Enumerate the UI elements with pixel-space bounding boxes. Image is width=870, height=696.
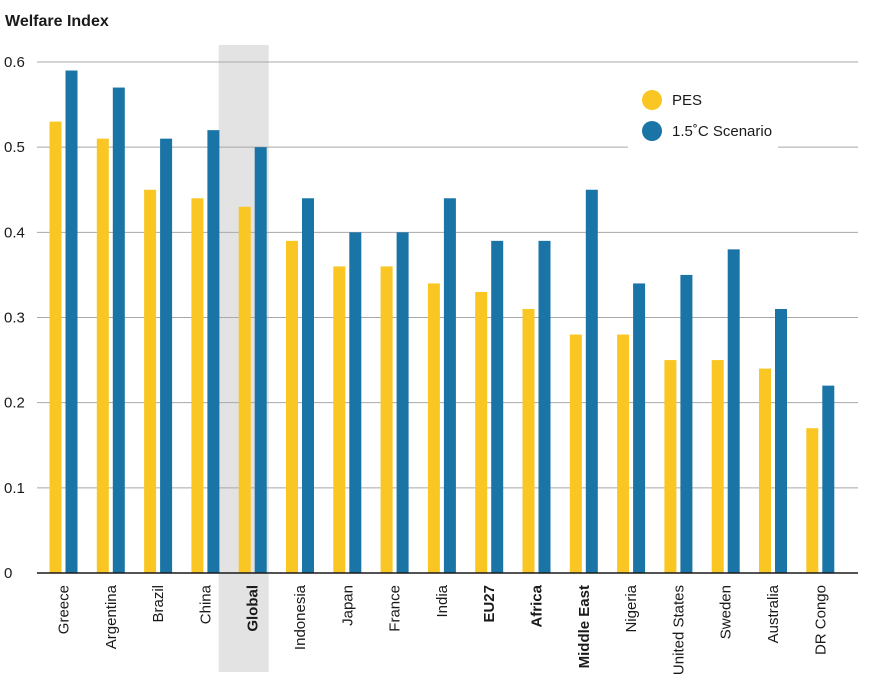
y-tick-label: 0.2 [4, 395, 25, 412]
chart-title: Welfare Index [5, 13, 109, 30]
bar-pes-china [191, 198, 204, 573]
x-tick-label: Brazil [150, 585, 167, 623]
bar-scenario-china [207, 130, 220, 573]
legend-label: 1.5˚C Scenario [672, 123, 772, 140]
bar-scenario-africa [538, 240, 551, 573]
bars [49, 70, 835, 574]
x-tick-label: DR Congo [812, 585, 829, 655]
bar-pes-global [238, 206, 251, 574]
bar-pes-united-states [664, 360, 677, 573]
x-tick-label: Australia [765, 584, 782, 643]
bar-pes-eu27 [475, 291, 488, 573]
bar-scenario-japan [349, 232, 362, 574]
legend-swatch [642, 90, 662, 110]
x-tick-label: Middle East [576, 585, 593, 668]
bar-scenario-argentina [112, 87, 125, 574]
bar-pes-middle-east [569, 334, 582, 573]
x-tick-label: Nigeria [623, 584, 640, 632]
bar-pes-greece [49, 121, 62, 573]
bar-pes-africa [522, 308, 535, 573]
x-tick-label: China [197, 584, 214, 624]
legend: PES 1.5˚C Scenario [628, 78, 778, 150]
bar-scenario-indonesia [302, 198, 314, 573]
x-tick-label: Japan [339, 585, 356, 626]
bar-scenario-global [254, 147, 267, 573]
bar-scenario-india [443, 198, 456, 573]
bar-scenario-united-states [680, 274, 693, 573]
x-tick-label: EU27 [481, 585, 498, 623]
bar-scenario-nigeria [633, 283, 646, 573]
bar-pes-france [380, 266, 393, 573]
bar-pes-dr-congo [806, 428, 819, 573]
bar-pes-nigeria [617, 334, 630, 573]
bar-scenario-brazil [160, 138, 173, 573]
bar-pes-brazil [144, 189, 157, 573]
bar-scenario-sweden [727, 249, 740, 573]
bar-pes-india [427, 283, 440, 573]
bar-scenario-greece [65, 70, 78, 574]
x-tick-label: Argentina [103, 584, 120, 649]
bar-scenario-eu27 [491, 240, 504, 573]
x-tick-label: Sweden [718, 585, 735, 639]
y-tick-labels: 0 0.1 0.2 0.3 0.4 0.5 0.6 [4, 54, 25, 582]
bar-pes-sweden [711, 360, 724, 573]
x-tick-label: United States [670, 585, 687, 675]
bar-scenario-france [396, 232, 409, 574]
x-tick-label: Greece [56, 585, 73, 634]
legend-label: PES [672, 92, 702, 109]
bar-pes-australia [759, 368, 771, 573]
y-tick-label: 0.1 [4, 480, 25, 497]
bar-pes-japan [333, 266, 346, 573]
y-tick-label: 0.6 [4, 54, 25, 71]
y-tick-label: 0 [4, 565, 12, 582]
y-tick-label: 0.5 [4, 139, 25, 156]
y-tick-label: 0.3 [4, 310, 25, 327]
x-tick-label: India [434, 584, 451, 617]
x-tick-labels: Greece Argentina Brazil China Global Indonesi… [56, 584, 830, 675]
bar-scenario-middle-east [585, 189, 598, 573]
bar-pes-argentina [96, 138, 109, 573]
x-tick-label: France [387, 585, 404, 632]
x-tick-label: Africa [529, 584, 546, 627]
bar-pes-indonesia [286, 240, 298, 573]
x-tick-label: Indonesia [292, 584, 309, 650]
bar-scenario-australia [775, 308, 787, 573]
legend-swatch [642, 121, 662, 141]
x-tick-label: Global [245, 585, 262, 632]
y-tick-label: 0.4 [4, 224, 25, 241]
bar-scenario-dr-congo [822, 385, 835, 573]
